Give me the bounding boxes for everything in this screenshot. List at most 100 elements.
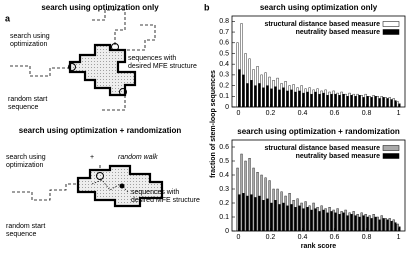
bar xyxy=(340,211,343,232)
x-tick-label: 0.2 xyxy=(266,234,276,241)
x-tick-label: 0.8 xyxy=(362,234,372,241)
annotation: search using xyxy=(6,154,46,161)
y-tick-label: 0.4 xyxy=(219,61,229,68)
bar xyxy=(290,204,293,232)
bar xyxy=(256,66,259,108)
bar xyxy=(382,97,385,108)
bar xyxy=(324,208,327,232)
target-marker xyxy=(96,172,104,180)
bar xyxy=(246,83,249,108)
legend-swatch xyxy=(382,145,400,151)
bar xyxy=(288,85,291,108)
bar xyxy=(244,160,247,232)
bar xyxy=(386,219,389,232)
bar xyxy=(362,97,365,108)
chart-title: search using optimization only xyxy=(260,3,378,12)
bar xyxy=(320,205,323,232)
y-tick-label: 0.8 xyxy=(219,18,229,25)
y-tick-label: 0.3 xyxy=(219,72,229,79)
bar xyxy=(268,180,271,232)
bar xyxy=(388,218,391,232)
y-tick-label: 0.2 xyxy=(219,82,229,89)
plot-frame xyxy=(231,139,406,232)
bar xyxy=(278,89,281,108)
bar xyxy=(384,218,387,232)
bar xyxy=(336,92,339,108)
bar xyxy=(368,96,371,108)
bar xyxy=(264,177,267,232)
bar xyxy=(282,87,285,108)
bar xyxy=(312,89,315,108)
bar xyxy=(384,97,387,108)
target-marker xyxy=(119,183,125,189)
bar xyxy=(310,209,313,232)
bar xyxy=(248,58,251,108)
y-axis-label: fraction of stem-loop sequences xyxy=(210,70,217,178)
bar xyxy=(310,93,313,108)
x-tick-label: 0.6 xyxy=(330,234,340,241)
bar xyxy=(372,213,375,232)
annotation: optimization xyxy=(10,41,47,48)
bar xyxy=(350,95,353,108)
bar xyxy=(274,199,277,232)
bar xyxy=(260,74,263,108)
bar xyxy=(328,206,331,232)
bar xyxy=(352,211,355,232)
bar xyxy=(254,197,257,232)
bar xyxy=(382,218,385,232)
bar xyxy=(308,205,311,232)
bar xyxy=(320,90,323,108)
bar xyxy=(286,205,289,232)
bar xyxy=(274,86,277,108)
search-path xyxy=(10,9,156,111)
bar xyxy=(296,198,299,232)
bar xyxy=(294,206,297,232)
bar xyxy=(322,92,325,108)
bar xyxy=(344,93,347,108)
bar xyxy=(342,93,345,108)
bar xyxy=(268,76,271,108)
bar xyxy=(332,209,335,232)
y-tick-label: 0.5 xyxy=(219,50,229,57)
bar xyxy=(258,195,261,232)
x-tick-label: 0.2 xyxy=(266,110,276,117)
bar xyxy=(308,87,311,108)
bar xyxy=(240,153,243,232)
target-marker xyxy=(119,88,127,96)
bar xyxy=(368,215,371,232)
bar xyxy=(306,206,309,232)
annotation: random walk xyxy=(118,154,158,161)
bar xyxy=(376,216,379,232)
legend-label: structural distance based measure xyxy=(264,145,380,152)
plot-frame xyxy=(231,15,406,108)
y-tick-label: 0.7 xyxy=(219,29,229,36)
y-tick-label: 0 xyxy=(225,104,229,111)
bar xyxy=(358,95,361,108)
x-tick-label: 0.4 xyxy=(298,110,308,117)
bar xyxy=(352,93,355,108)
bar xyxy=(262,199,265,232)
panel-label: a xyxy=(5,13,11,23)
annotation: sequences with xyxy=(131,189,179,196)
bar xyxy=(304,201,307,232)
annotation: desired MFE structure xyxy=(128,63,197,70)
target-marker xyxy=(111,43,119,51)
legend-swatch xyxy=(382,21,400,27)
bar xyxy=(306,91,309,108)
bar xyxy=(378,98,381,108)
y-tick-label: 0.3 xyxy=(219,186,229,193)
bar xyxy=(316,88,319,108)
bar xyxy=(260,174,263,232)
bar xyxy=(360,212,363,232)
bar xyxy=(300,85,303,108)
bar xyxy=(390,99,393,108)
bar xyxy=(322,209,325,232)
bar xyxy=(376,96,379,108)
bar xyxy=(272,80,275,108)
bar xyxy=(314,208,317,232)
bar xyxy=(388,97,391,108)
annotation: sequence xyxy=(6,231,36,238)
bar xyxy=(370,97,373,108)
annotation: sequence xyxy=(8,104,38,111)
